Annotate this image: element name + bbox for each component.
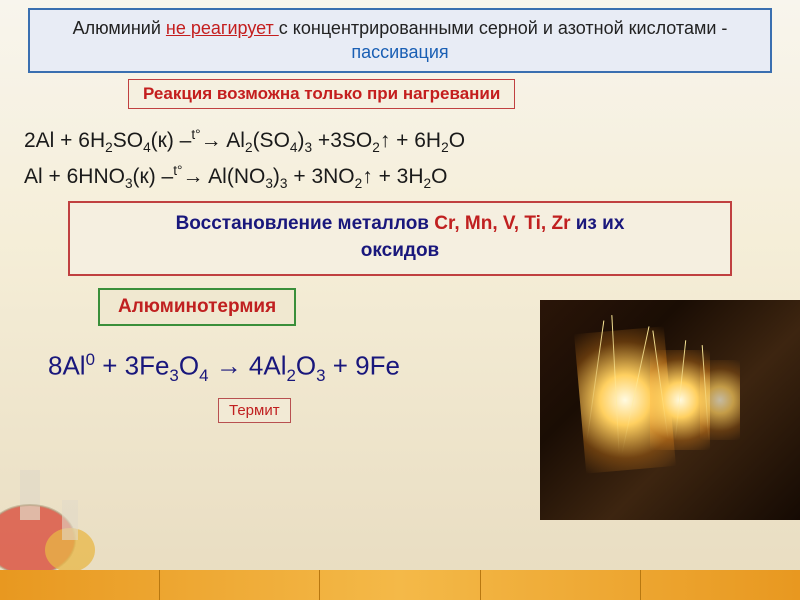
title-suffix: пассивация (351, 42, 448, 62)
equation-thermite: 8Al0 + 3Fe3O4 → 4Al2O3 + 9Fe (48, 350, 782, 386)
termite-text: Термит (229, 402, 280, 419)
reduction-line2: оксидов (361, 240, 439, 261)
nav-button-3[interactable] (320, 570, 480, 600)
heating-note-box: Реакция возможна только при нагревании (128, 79, 515, 109)
nav-button-1[interactable] (0, 570, 160, 600)
equation-h2so4: 2Al + 6H2SO4(к) –t°→ Al2(SO4)3 +3SO2↑ + … (24, 127, 782, 155)
reduction-suffix1: из их (570, 213, 624, 234)
title-box: Алюминий не реагирует с концентрированны… (28, 8, 772, 73)
heating-note-text: Реакция возможна только при нагревании (143, 84, 500, 103)
aluminothermy-text: Алюминотермия (118, 296, 276, 317)
title-highlight: не реагирует (166, 18, 279, 38)
title-mid: с концентрированными серной и азотной ки… (279, 18, 728, 38)
nav-button-4[interactable] (481, 570, 641, 600)
reduction-box: Восстановление металлов Cr, Mn, V, Ti, Z… (68, 201, 732, 276)
equation-hno3: Al + 6HNO3(к) –t°→ Al(NO3)3 + 3NO2↑ + 3H… (24, 163, 782, 191)
aluminothermy-label: Алюминотермия (98, 288, 296, 326)
reduction-prefix: Восстановление металлов (176, 213, 435, 234)
nav-button-5[interactable] (641, 570, 800, 600)
title-prefix: Алюминий (73, 18, 166, 38)
nav-button-2[interactable] (160, 570, 320, 600)
content-layer: Алюминий не реагирует с концентрированны… (0, 0, 800, 600)
reduction-metals: Cr, Mn, V, Ti, Zr (434, 213, 570, 234)
termite-label: Термит (218, 398, 291, 423)
button-bar (0, 570, 800, 600)
